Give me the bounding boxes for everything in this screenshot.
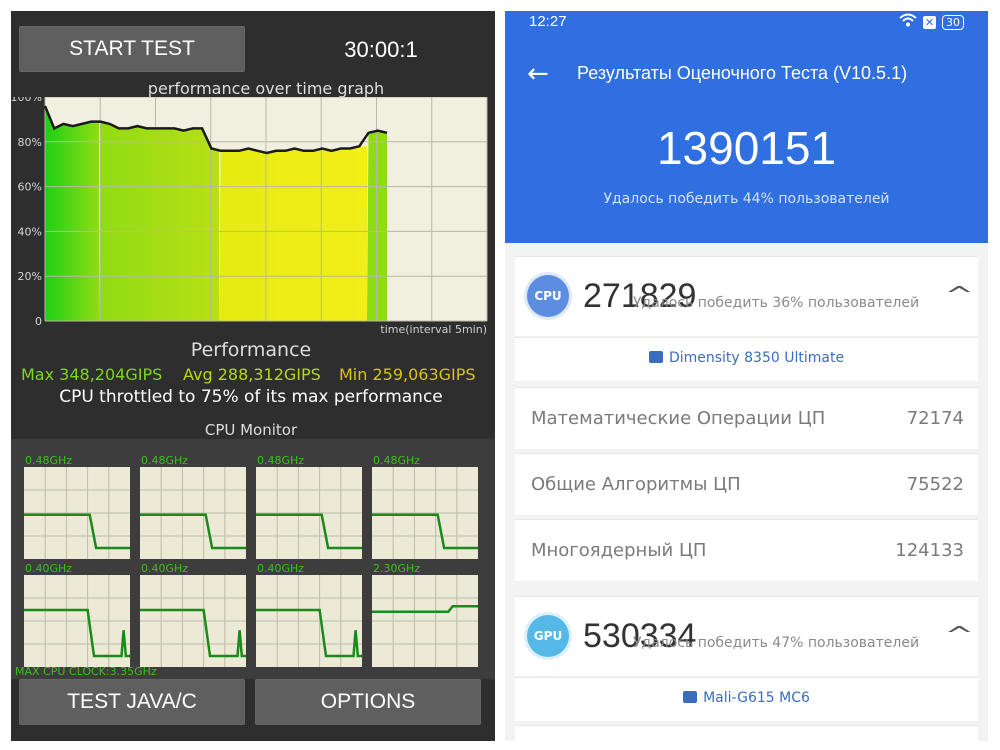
subscore-label: Общие Алгоритмы ЦП — [531, 474, 741, 495]
cpu-monitor: 0.48GHz 0.48GHz 0.48GHz 0.48GHz 0.40GHz 0.40G… — [11, 439, 495, 679]
y-tick-label: 20% — [18, 270, 42, 283]
core-graph: 0.48GHz — [24, 454, 130, 559]
battery-icon: 30 — [942, 14, 964, 30]
cpu-chip-name: Dimensity 8350 Ultimate — [668, 350, 845, 366]
benchmark-results-screen: 12:27 ✕ 30 ← Результаты Оценочного Теста… — [505, 11, 988, 741]
options-button[interactable]: OPTIONS — [255, 679, 481, 725]
gpu-badge: GPU — [527, 615, 569, 657]
test-timer: 30:00:1 — [344, 37, 418, 62]
core-frequency: 0.48GHz — [25, 454, 72, 467]
subscore-label: Многоядерный ЦП — [531, 540, 707, 561]
total-beat-percent: Удалось победить 44% пользователей — [603, 191, 890, 207]
performance-graph: 100% 80% 60% 40% 20% 0 time(interval 5min) — [11, 97, 488, 336]
core-graph: 0.40GHz — [256, 562, 362, 667]
core-graph: 0.40GHz — [140, 562, 246, 667]
gpu-chip-name: Mali-G615 MC6 — [703, 690, 810, 706]
results-title: Результаты Оценочного Теста (V10.5.1) — [577, 63, 908, 83]
core-graph: 0.48GHz — [372, 454, 478, 559]
throttle-region — [45, 106, 99, 321]
core-frequency: 0.48GHz — [141, 454, 188, 467]
wifi-icon — [899, 13, 917, 31]
status-icons: ✕ 30 — [899, 13, 964, 31]
core-frequency: 2.30GHz — [373, 562, 420, 575]
core-frequency: 0.40GHz — [25, 562, 72, 575]
core-frequency: 0.40GHz — [257, 562, 304, 575]
graph-title: performance over time graph — [147, 79, 385, 98]
avg-performance: Avg 288,312GIPS — [183, 365, 321, 384]
cpu-section-header[interactable]: CPU 271829 Удалось победить 36% пользова… — [515, 256, 978, 336]
performance-title: Performance — [190, 339, 312, 361]
y-tick-label: 60% — [18, 181, 42, 194]
cpu-beat-percent: Удалось победить 36% пользователей — [633, 295, 920, 311]
chip-icon — [683, 691, 698, 703]
chevron-up-icon[interactable]: ^ — [944, 623, 974, 648]
core-graph: 2.30GHz — [372, 562, 478, 667]
gpu-section-header[interactable]: GPU 530334 Удалось победить 47% пользова… — [515, 596, 978, 676]
test-java-c-button[interactable]: TEST JAVA/C — [19, 679, 245, 725]
start-test-button[interactable]: START TEST — [19, 26, 245, 72]
y-tick-label: 100% — [11, 97, 42, 104]
cpu-throttling-panel: START TEST 30:00:1 performance over time… — [11, 11, 495, 741]
throttle-summary: CPU throttled to 75% of its max performa… — [59, 387, 443, 407]
next-row — [515, 725, 978, 741]
subscore-value: 75522 — [906, 474, 964, 495]
chip-icon — [648, 351, 663, 363]
min-performance: Min 259,063GIPS — [339, 365, 476, 384]
core-graph: 0.48GHz — [256, 454, 362, 559]
chevron-up-icon[interactable]: ^ — [944, 283, 974, 308]
subscore-value: 124133 — [895, 540, 964, 561]
core-frequency: 0.40GHz — [141, 562, 188, 575]
throttle-region — [219, 146, 367, 321]
gpu-score: 530334 — [583, 617, 697, 655]
cpu-badge: CPU — [527, 275, 569, 317]
cpu-subscore-row: Общие Алгоритмы ЦП 75522 — [515, 453, 978, 515]
y-tick-label: 80% — [18, 136, 42, 149]
back-arrow-icon[interactable]: ← — [527, 59, 549, 89]
sim-icon: ✕ — [923, 15, 936, 29]
core-frequency: 0.48GHz — [257, 454, 304, 467]
results-header: 12:27 ✕ 30 ← Результаты Оценочного Теста… — [505, 11, 988, 243]
x-axis-caption: time(interval 5min) — [380, 323, 487, 336]
cpu-monitor-title: CPU Monitor — [204, 421, 298, 439]
y-tick-label: 40% — [18, 225, 42, 238]
cpu-subscore-row: Математические Операции ЦП 72174 — [515, 387, 978, 449]
status-time: 12:27 — [529, 13, 567, 30]
cpu-chip-row: Dimensity 8350 Ultimate — [515, 337, 978, 381]
max-performance: Max 348,204GIPS — [21, 365, 163, 384]
subscore-label: Математические Операции ЦП — [531, 408, 826, 429]
core-graph: 0.48GHz — [140, 454, 246, 559]
throttle-region — [99, 121, 219, 321]
max-cpu-clock: MAX CPU CLOCK:3.35GHz — [15, 665, 157, 678]
total-score: 1390151 — [656, 122, 837, 174]
gpu-chip-row: Mali-G615 MC6 — [515, 677, 978, 721]
core-frequency: 0.48GHz — [373, 454, 420, 467]
core-graph: 0.40GHz — [24, 562, 130, 667]
gpu-beat-percent: Удалось победить 47% пользователей — [633, 635, 920, 651]
cpu-score: 271829 — [583, 277, 697, 315]
y-tick-label: 0 — [35, 315, 42, 328]
subscore-value: 72174 — [906, 408, 964, 429]
performance-line — [43, 105, 388, 155]
cpu-subscore-row: Многоядерный ЦП 124133 — [515, 519, 978, 581]
